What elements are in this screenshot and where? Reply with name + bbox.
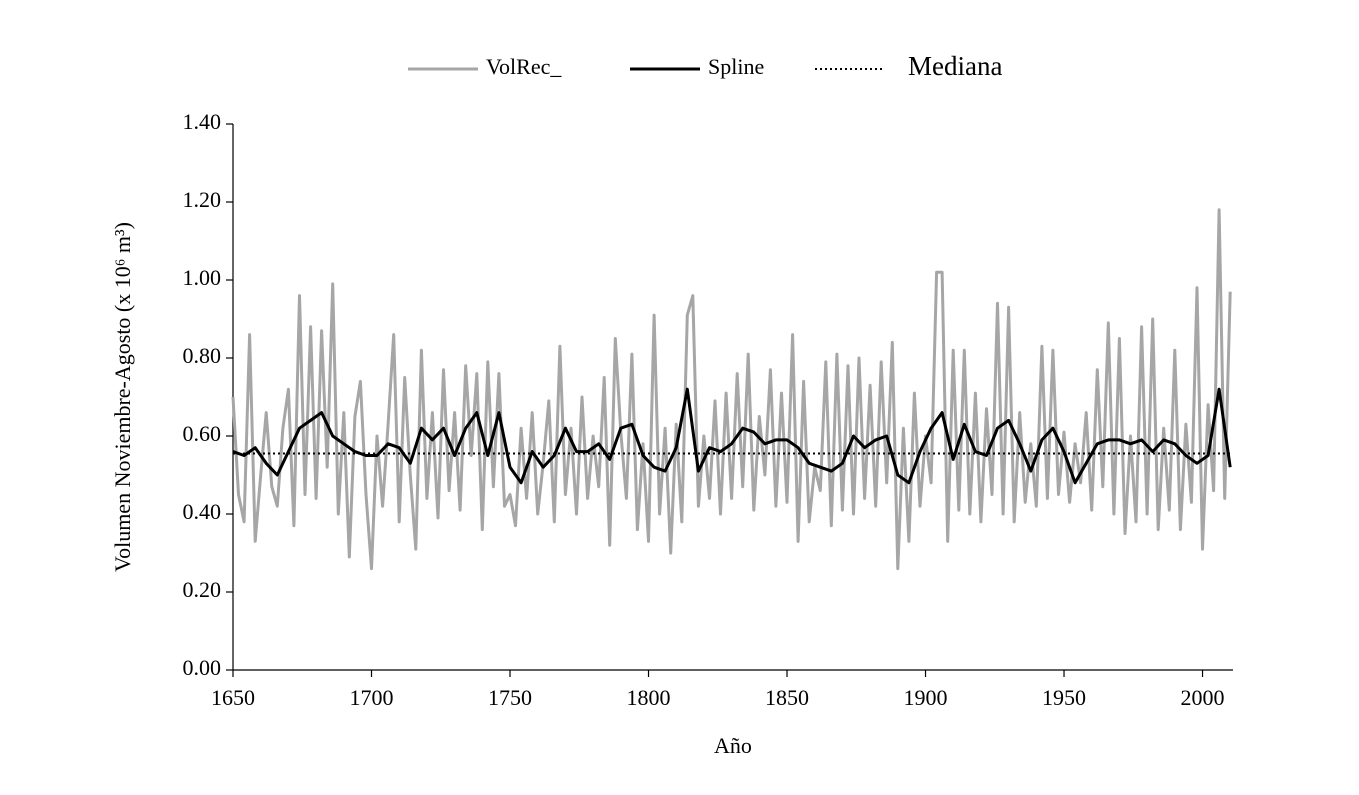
x-tick-label: 1750 <box>488 685 532 710</box>
x-tick-label: 1950 <box>1042 685 1086 710</box>
x-tick-label: 1850 <box>765 685 809 710</box>
x-tick-label: 2000 <box>1181 685 1225 710</box>
x-tick-label: 1800 <box>627 685 671 710</box>
legend-label: VolRec_ <box>486 54 562 79</box>
y-tick-label: 0.20 <box>183 577 222 602</box>
legend-label: Mediana <box>908 51 1002 81</box>
x-axis-label: Año <box>714 733 752 758</box>
series-line <box>231 208 1232 571</box>
series-line <box>232 387 1232 485</box>
y-tick-label: 1.20 <box>183 187 222 212</box>
y-tick-label: 0.60 <box>183 421 222 446</box>
x-tick-label: 1650 <box>211 685 255 710</box>
x-tick-label: 1700 <box>350 685 394 710</box>
y-axis-label: Volumen Noviembre-Agosto (x 10⁶ m³) <box>110 222 135 572</box>
y-tick-label: 1.40 <box>183 109 222 134</box>
y-tick-label: 0.40 <box>183 499 222 524</box>
y-tick-label: 1.00 <box>183 265 222 290</box>
legend-label: Spline <box>708 54 764 79</box>
x-tick-label: 1900 <box>904 685 948 710</box>
y-tick-label: 0.00 <box>183 655 222 680</box>
y-tick-label: 0.80 <box>183 343 222 368</box>
